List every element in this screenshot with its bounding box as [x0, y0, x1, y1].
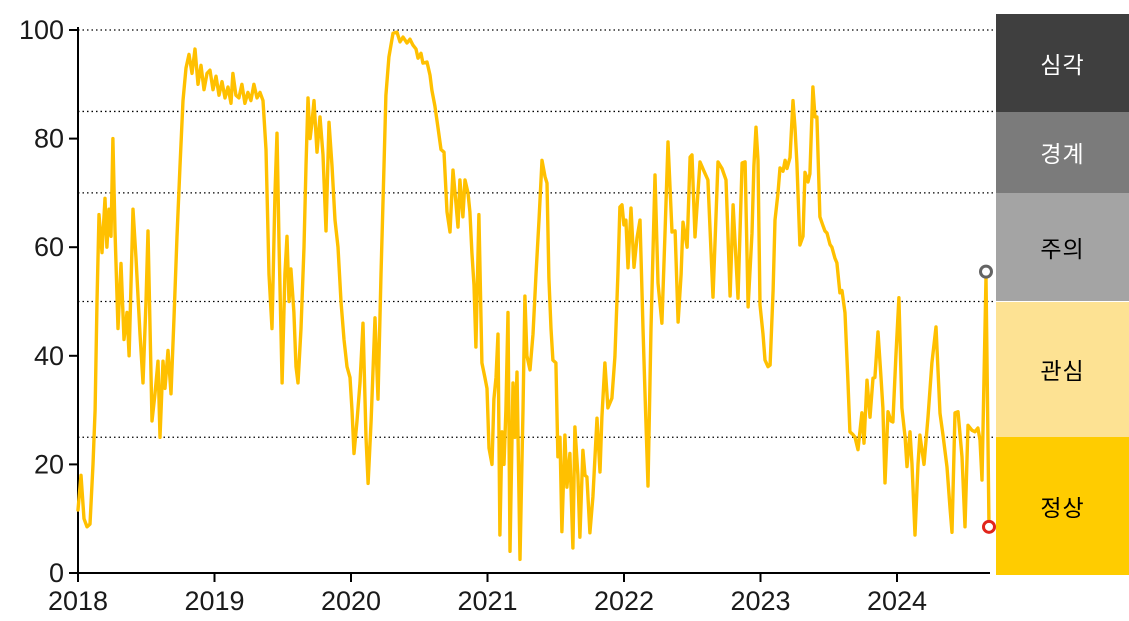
- x-tick-label-2019: 2019: [184, 586, 244, 616]
- index-line: [76, 30, 991, 562]
- x-tick-label-2023: 2023: [730, 586, 790, 616]
- x-tick-label-2024: 2024: [867, 586, 927, 616]
- latest-value-marker: [982, 519, 997, 534]
- y-tick-label-20: 20: [34, 449, 64, 479]
- y-tick-label-0: 0: [49, 558, 64, 588]
- y-tick-label-80: 80: [34, 124, 64, 154]
- y-tick-label-100: 100: [19, 15, 64, 45]
- x-tick-label-2022: 2022: [594, 586, 654, 616]
- x-tick-label-2020: 2020: [321, 586, 381, 616]
- previous-value-marker: [978, 264, 993, 279]
- x-tick-label-2018: 2018: [48, 586, 108, 616]
- x-tick-label-2021: 2021: [457, 586, 517, 616]
- y-tick-label-40: 40: [34, 341, 64, 371]
- y-tick-label-60: 60: [34, 232, 64, 262]
